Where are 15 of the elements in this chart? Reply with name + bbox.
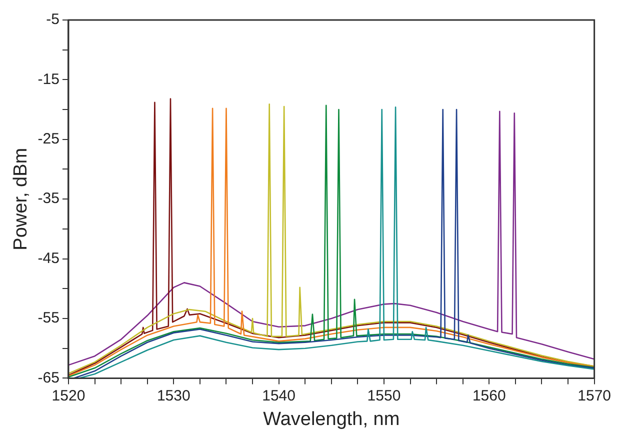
y-tick-label: -5 xyxy=(46,11,60,28)
y-tick-label: -15 xyxy=(38,70,60,88)
y-tick-label: -35 xyxy=(38,190,60,208)
x-tick-label: 1530 xyxy=(156,387,190,404)
y-tick-label: -55 xyxy=(38,310,60,327)
x-tick-label: 1560 xyxy=(472,387,506,404)
x-axis-title: Wavelength, nm xyxy=(263,408,400,430)
x-tick-label: 1520 xyxy=(52,387,86,404)
x-tick-label: 1550 xyxy=(367,387,401,404)
x-tick-label: 1540 xyxy=(262,387,296,404)
y-tick-label: -45 xyxy=(38,250,60,267)
y-axis-title: Power, dBm xyxy=(10,148,32,250)
y-tick-label: -25 xyxy=(38,130,60,148)
x-tick-label: 1570 xyxy=(578,387,612,404)
y-tick-label: -65 xyxy=(38,369,60,386)
